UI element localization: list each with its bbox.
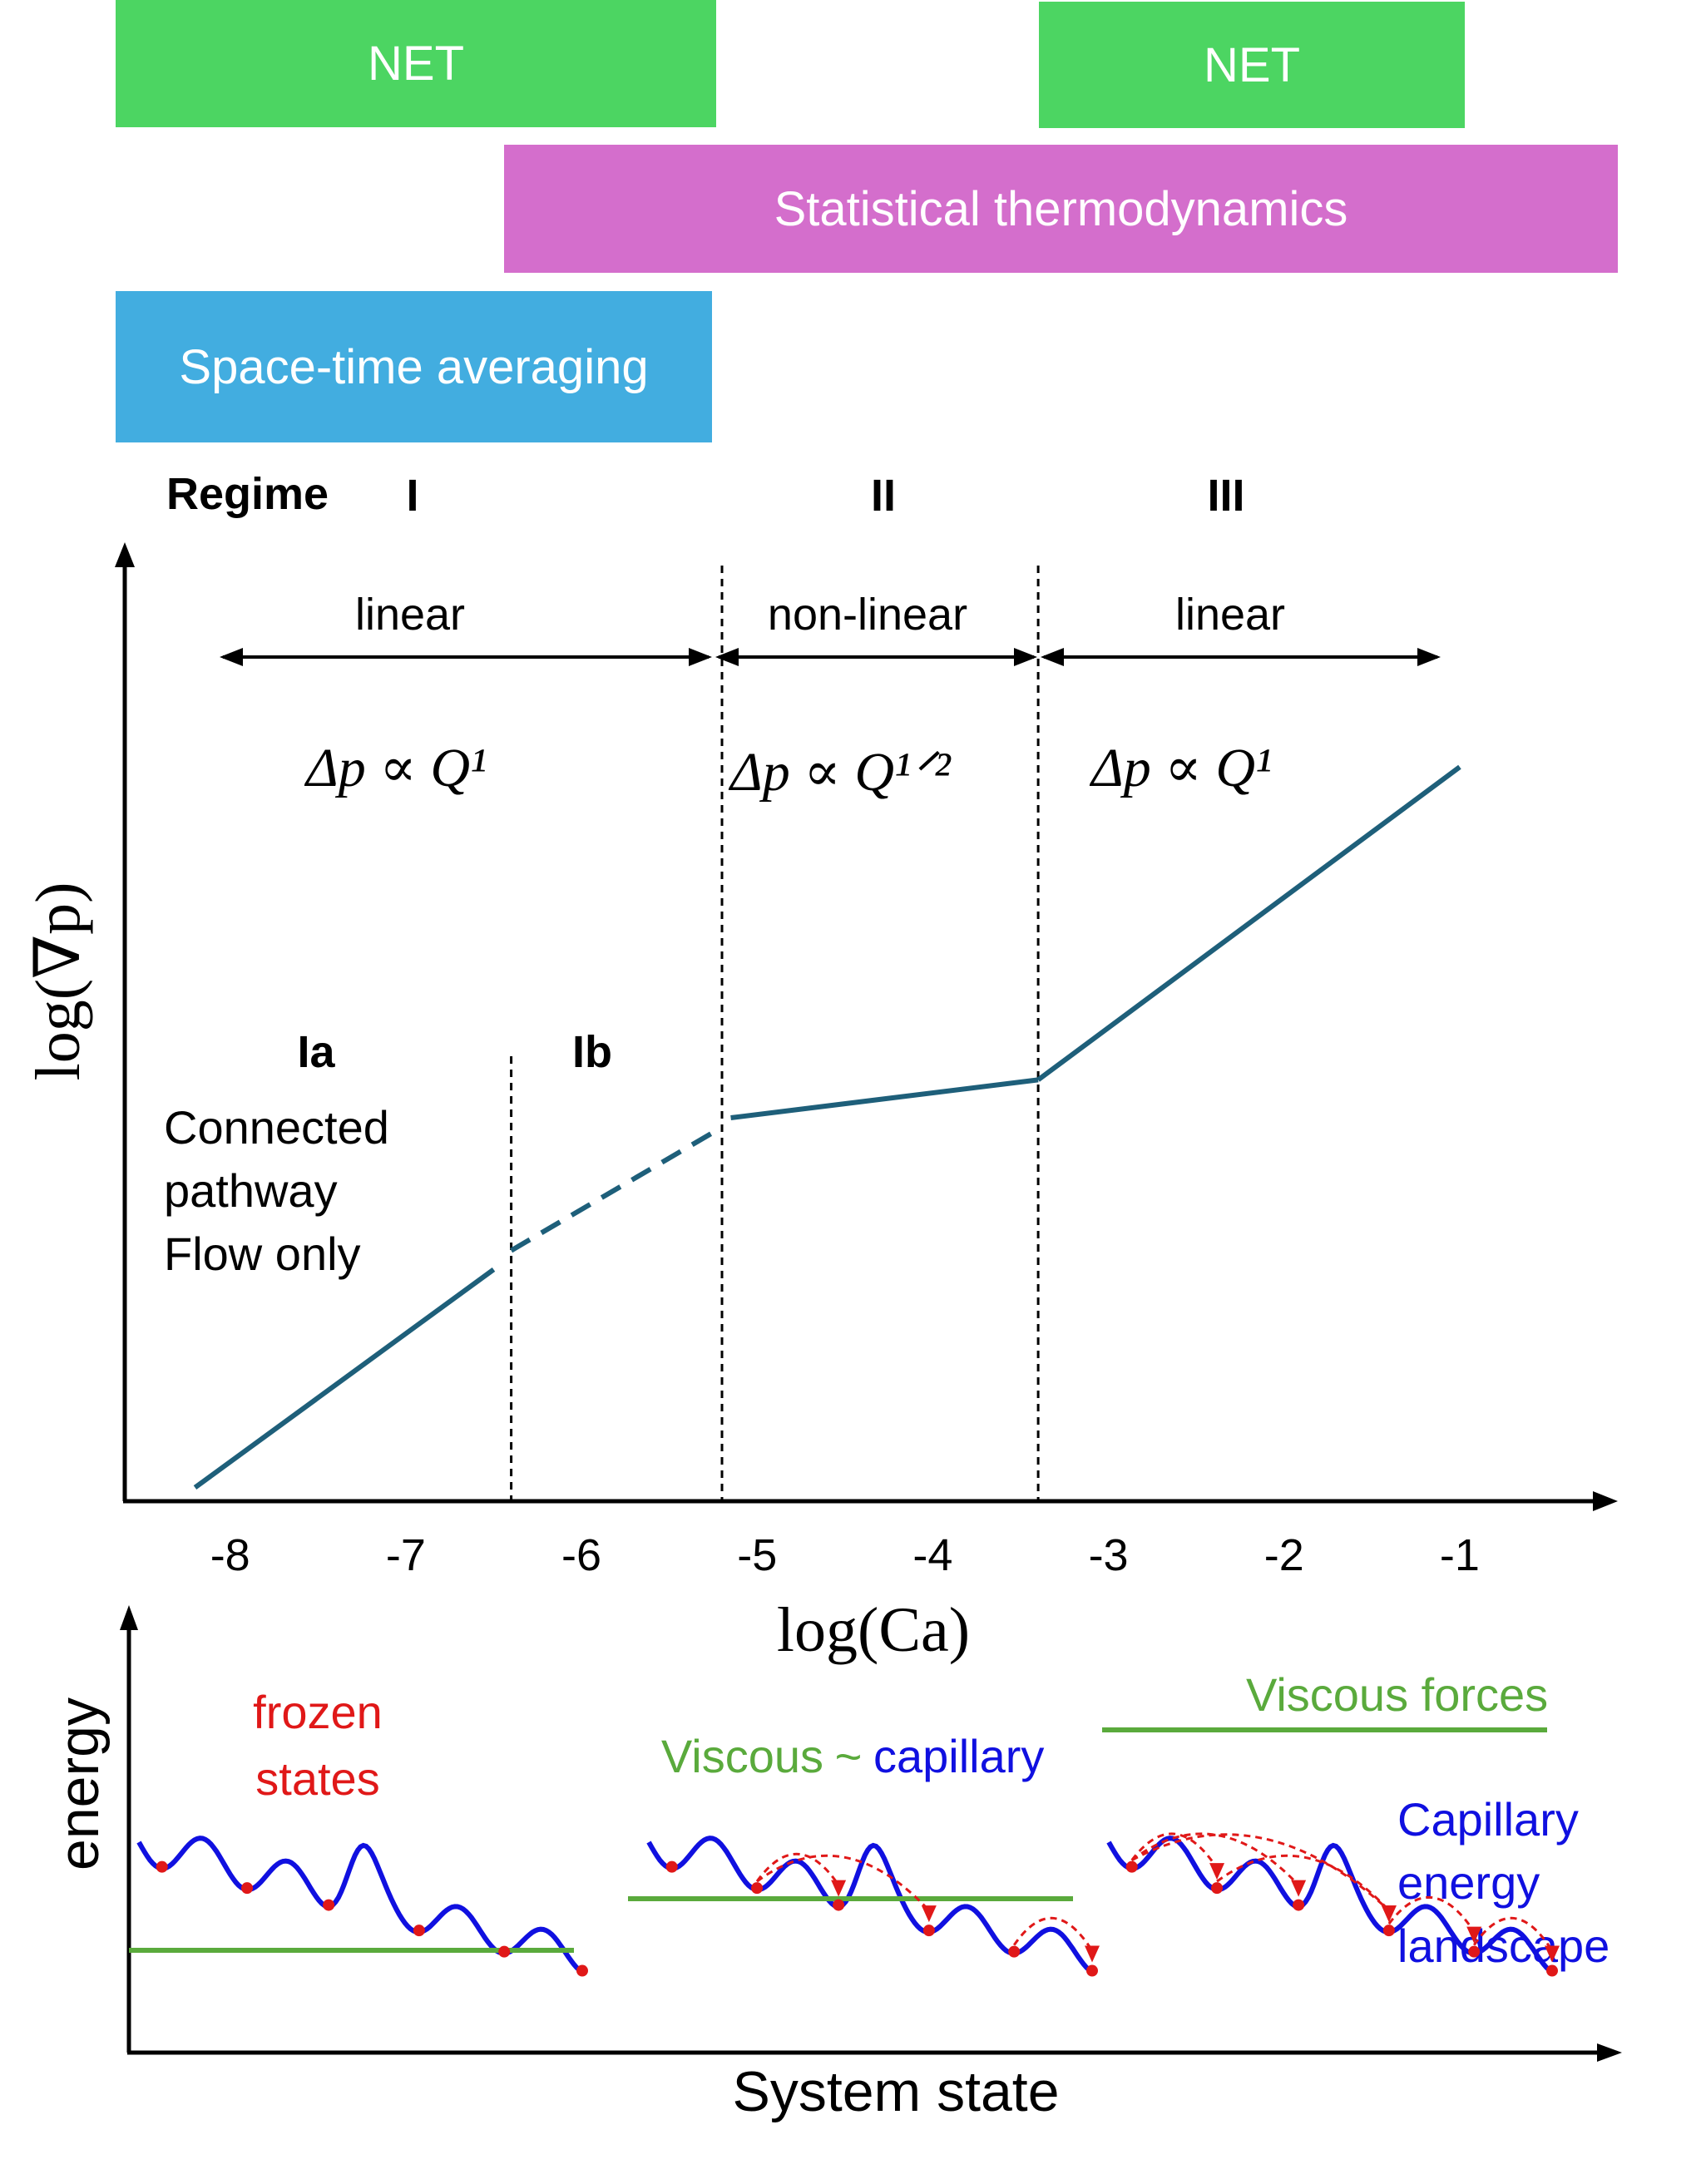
- energy-x-axis-arrowhead: [1597, 2043, 1622, 2062]
- regime-header: Regime: [166, 469, 329, 519]
- system-state-dot: [413, 1925, 425, 1937]
- regime-ii-arrow-right: [1014, 648, 1037, 666]
- regime-i-label: I: [406, 471, 418, 521]
- system-state-dot: [1086, 1964, 1098, 1977]
- series-line: [730, 1077, 1039, 1120]
- regime-ii-label: II: [871, 471, 896, 521]
- state-transition-arrowhead: [831, 1880, 847, 1897]
- space-time-bar: Space-time averaging: [116, 291, 712, 442]
- ia-note-line-1: Connected: [164, 1101, 389, 1154]
- system-state-dot: [323, 1899, 335, 1911]
- energy-landscape-layer: [129, 1727, 1560, 1977]
- series-line: [1036, 764, 1461, 1082]
- state-transition-arrow: [1472, 1916, 1554, 1952]
- state-transition-arrowhead: [1381, 1905, 1397, 1923]
- system-state-dot: [665, 1860, 678, 1873]
- landscape-line-3: landscape: [1397, 1920, 1610, 1972]
- state-transition-arrowhead: [1291, 1880, 1307, 1897]
- regime-iii-law: Δp ∝ Q¹: [1089, 738, 1272, 798]
- x-tick-label: -3: [1089, 1530, 1129, 1580]
- x-tick-label: -1: [1440, 1530, 1480, 1580]
- stat-thermo-label: Statistical thermodynamics: [774, 181, 1348, 236]
- frozen-states-line-1: frozen: [253, 1686, 383, 1738]
- viscous-label: Viscous: [661, 1730, 823, 1782]
- x-tick-label: -2: [1264, 1530, 1304, 1580]
- system-state-dot: [833, 1899, 845, 1911]
- system-state-dot: [1382, 1925, 1395, 1937]
- state-transition-arrowhead: [1209, 1863, 1225, 1880]
- state-transition-arrow: [755, 1852, 840, 1886]
- x-tick-label: -6: [561, 1530, 601, 1580]
- net-bar-right: NET: [1039, 2, 1465, 128]
- system-state-dot: [576, 1964, 588, 1977]
- net-right-label: NET: [1204, 37, 1300, 92]
- regime-ii-type: non-linear: [768, 590, 967, 640]
- regime-iii-label: III: [1207, 471, 1244, 521]
- space-time-label: Space-time averaging: [179, 339, 649, 394]
- x-axis-label: log(Ca): [777, 1595, 970, 1665]
- system-state-label: System state: [732, 2060, 1059, 2123]
- stat-thermo-bar: Statistical thermodynamics: [504, 145, 1618, 273]
- system-state-dot: [1293, 1899, 1305, 1911]
- landscape-line-2: energy: [1397, 1856, 1540, 1909]
- state-transition-arrowhead: [1085, 1945, 1100, 1963]
- system-state-dot: [241, 1882, 254, 1895]
- net-bar-left: NET: [116, 0, 716, 127]
- capillary-landscape-curve: [646, 1836, 1094, 1974]
- net-left-label: NET: [368, 37, 464, 91]
- x-tick-label: -8: [210, 1530, 250, 1580]
- state-transition-arrow: [1387, 1895, 1476, 1933]
- system-state-dot: [156, 1860, 168, 1873]
- capillary-label: capillary: [873, 1730, 1044, 1782]
- landscape-line-1: Capillary: [1397, 1793, 1579, 1846]
- regime-iii-arrow-right: [1417, 648, 1441, 666]
- regime-i-arrow-left: [220, 648, 243, 666]
- system-state-dot: [498, 1945, 511, 1958]
- system-state-dot: [1125, 1860, 1138, 1873]
- state-transition-arrow: [1130, 1832, 1219, 1869]
- system-state-dot: [1546, 1964, 1558, 1977]
- y-axis-arrowhead: [115, 542, 135, 567]
- regime-i-type: linear: [355, 590, 465, 640]
- state-transition-arrowhead: [1466, 1926, 1482, 1944]
- regime-i-arrow-right: [689, 648, 712, 666]
- state-transition-arrowhead: [1545, 1945, 1560, 1963]
- x-tick-label: -5: [737, 1530, 777, 1580]
- regime-ii-law: Δp ∝ Q¹ᐟ²: [728, 742, 952, 803]
- regime-iii-type: linear: [1175, 590, 1285, 640]
- viscous-forces-label: Viscous forces: [1246, 1668, 1548, 1721]
- ia-note-line-2: pathway: [164, 1164, 338, 1217]
- y-axis-label: log(∇p): [23, 882, 93, 1081]
- system-state-dot: [1008, 1945, 1021, 1958]
- regime-i-law: Δp ∝ Q¹: [304, 738, 487, 798]
- system-state-dot: [922, 1925, 935, 1937]
- regime-ii-arrow-left: [715, 648, 739, 666]
- x-tick-label: -4: [912, 1530, 952, 1580]
- ia-note-line-3: Flow only: [164, 1228, 361, 1280]
- system-state-dot: [751, 1882, 764, 1895]
- series-line: [510, 1124, 724, 1253]
- regime-iii-arrow-left: [1041, 648, 1064, 666]
- state-transition-arrow: [1012, 1916, 1094, 1952]
- system-state-dot: [1211, 1882, 1224, 1895]
- state-transition-arrow: [756, 1854, 930, 1912]
- regime-ia-label: Ia: [297, 1027, 335, 1077]
- system-state-dot: [1468, 1945, 1481, 1958]
- x-tick-label: -7: [386, 1530, 426, 1580]
- frozen-states-line-2: states: [255, 1752, 379, 1805]
- regime-ib-label: Ib: [572, 1027, 612, 1077]
- state-transition-arrow: [1216, 1854, 1390, 1912]
- state-transition-arrowhead: [921, 1905, 937, 1923]
- state-transition-arrow: [1131, 1833, 1390, 1912]
- x-axis-arrowhead: [1593, 1491, 1618, 1511]
- state-transition-arrow: [1130, 1832, 1300, 1886]
- energy-axis-label: energy: [47, 1697, 111, 1870]
- energy-y-axis-arrowhead: [120, 1605, 138, 1630]
- chart-data-layer: -8 -7 -6 -5 -4 -3 -2 -1: [193, 566, 1480, 1580]
- tilde-label: ~: [835, 1730, 863, 1782]
- series-line: [193, 1267, 496, 1490]
